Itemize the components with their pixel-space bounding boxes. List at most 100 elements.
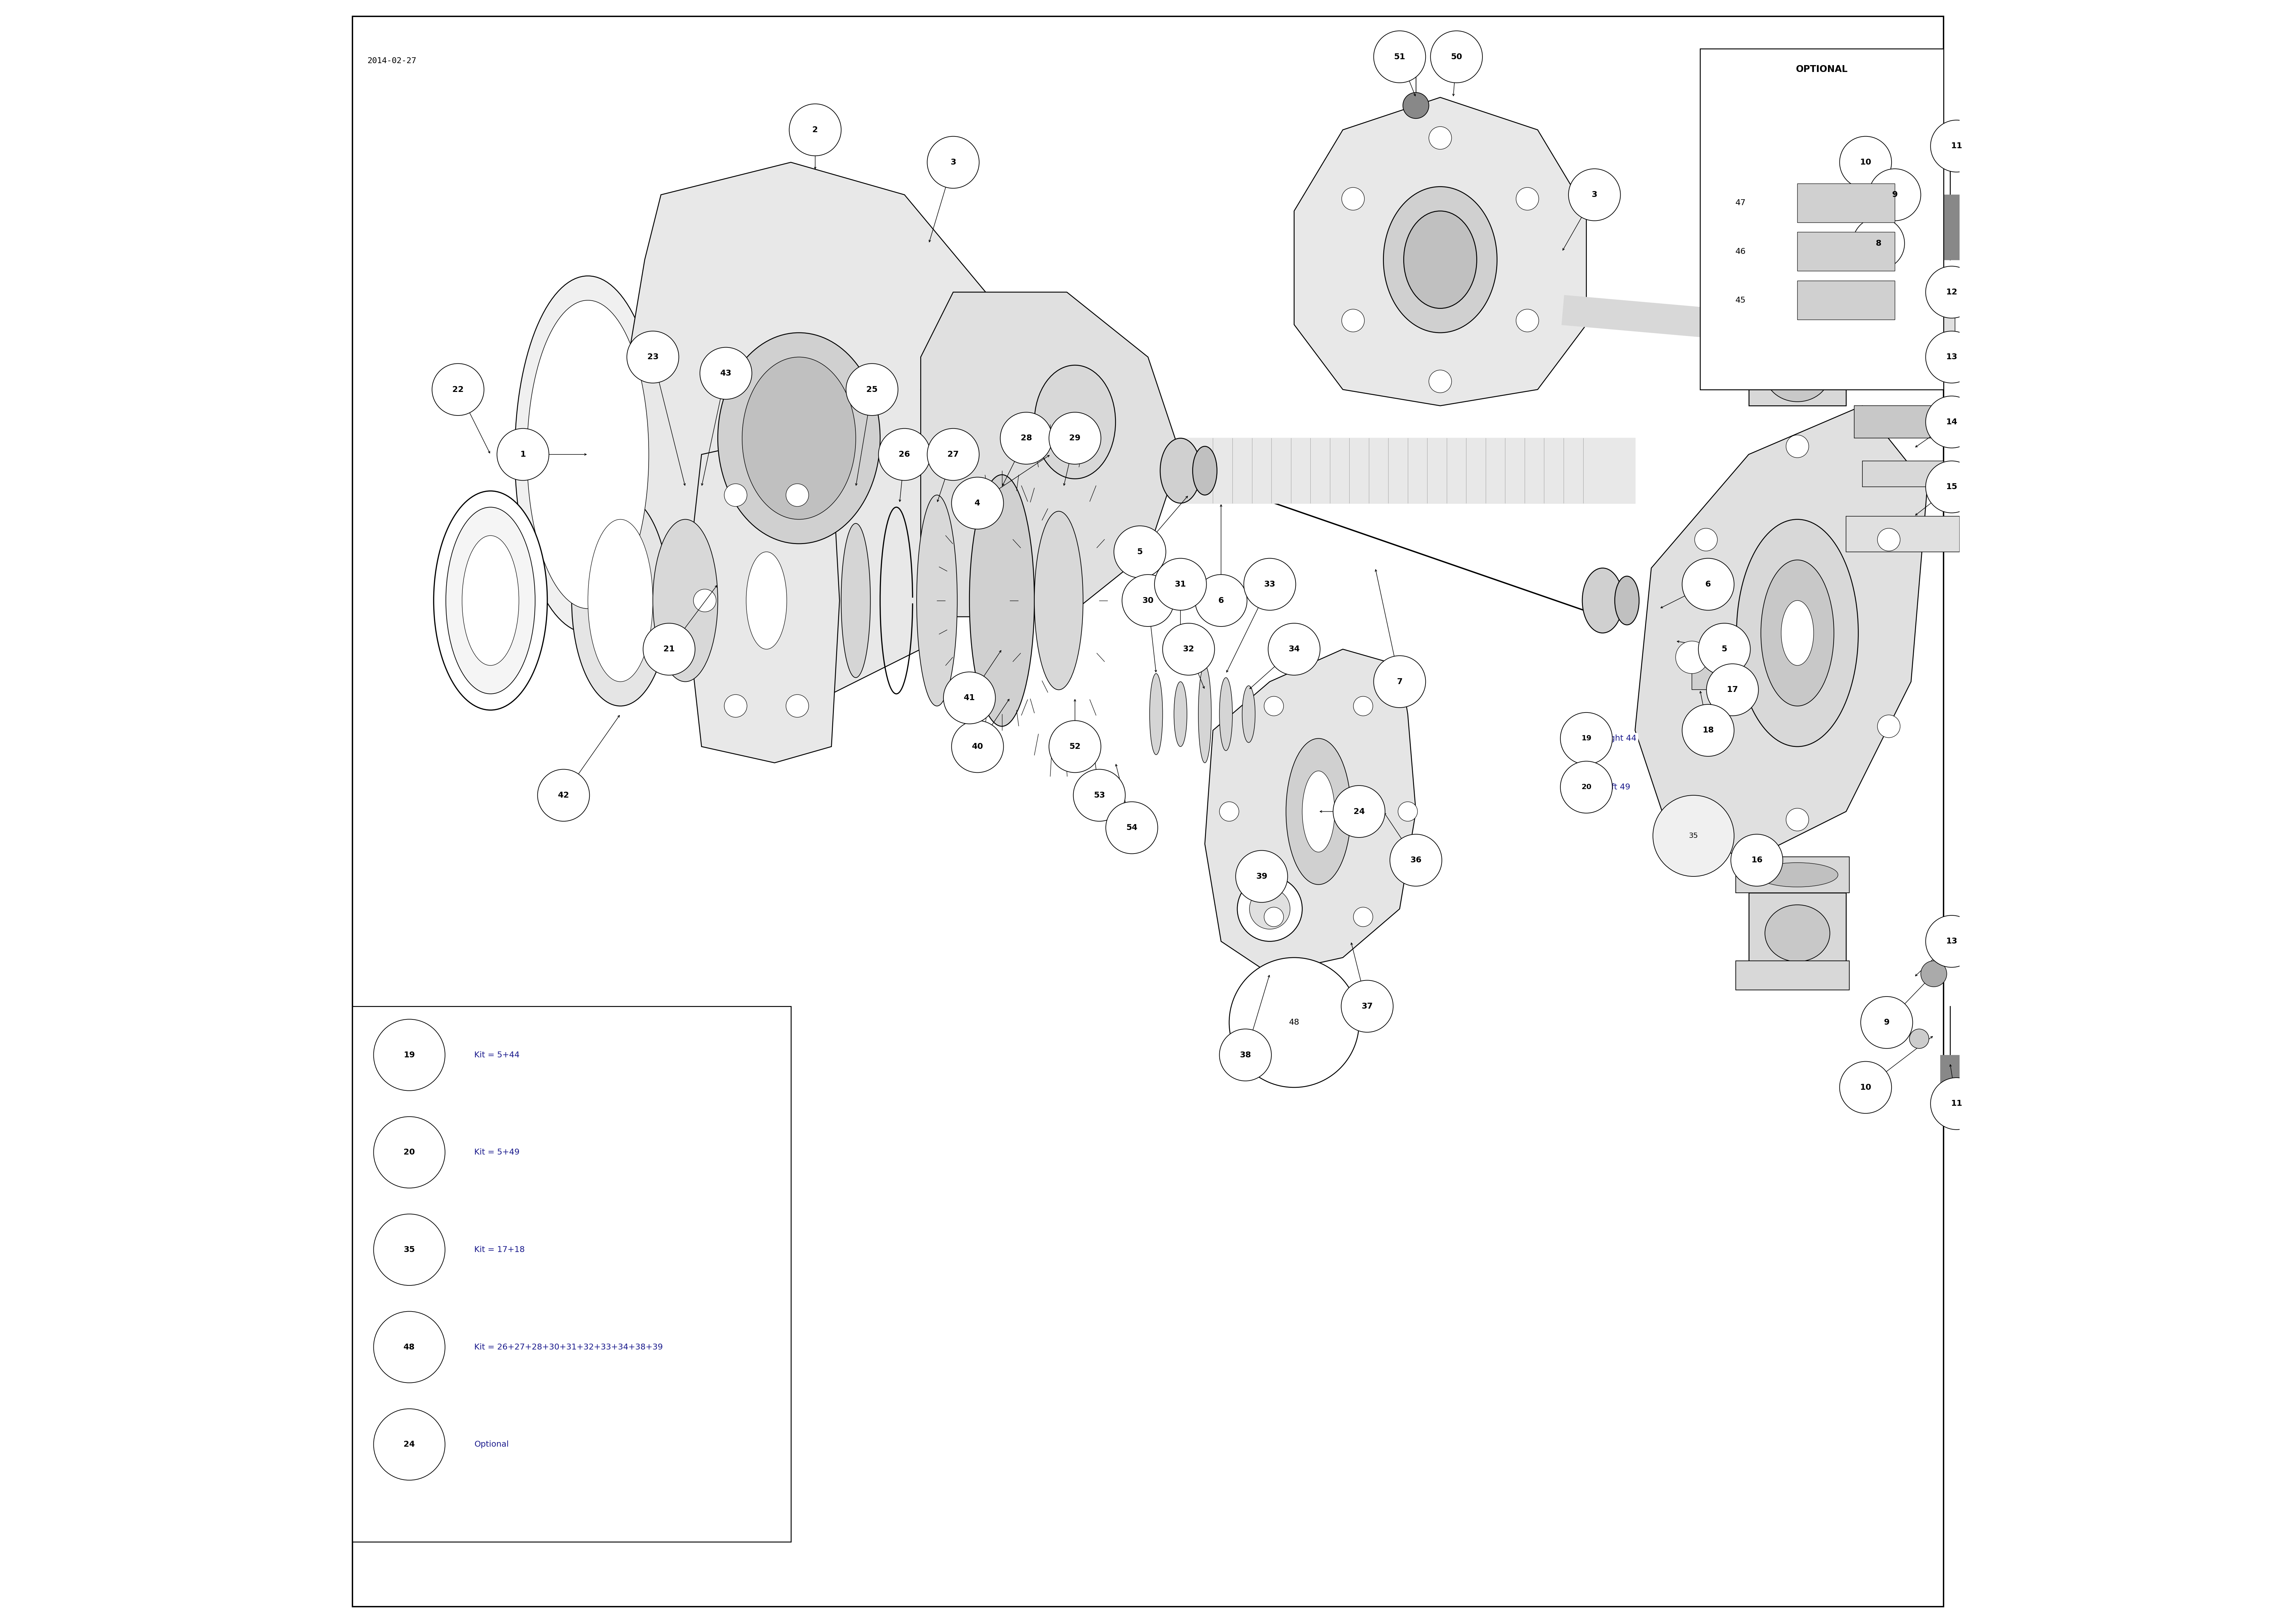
Bar	[1561, 295, 1759, 341]
Ellipse shape	[1238, 876, 1302, 941]
Circle shape	[1244, 558, 1295, 610]
Text: 30: 30	[1143, 597, 1153, 604]
Circle shape	[1561, 712, 1612, 764]
Circle shape	[1910, 1029, 1929, 1048]
Ellipse shape	[746, 552, 788, 649]
Bar	[1940, 1055, 1961, 1120]
Circle shape	[1114, 526, 1166, 578]
Bar	[1851, 302, 1954, 341]
Ellipse shape	[434, 492, 546, 711]
Circle shape	[1860, 997, 1913, 1048]
Circle shape	[1352, 696, 1373, 716]
Text: 43: 43	[721, 370, 732, 377]
Circle shape	[1515, 310, 1538, 333]
Circle shape	[1706, 664, 1759, 716]
Circle shape	[928, 136, 978, 188]
Circle shape	[1219, 1029, 1272, 1081]
Ellipse shape	[588, 519, 652, 682]
Text: 53: 53	[1093, 792, 1104, 799]
Circle shape	[1931, 120, 1981, 172]
Ellipse shape	[572, 495, 668, 706]
Text: 22: 22	[452, 386, 464, 393]
Text: 35: 35	[1690, 833, 1699, 839]
Text: 19: 19	[404, 1052, 416, 1058]
Ellipse shape	[916, 495, 957, 706]
Text: 20: 20	[1582, 784, 1591, 790]
Text: 3: 3	[951, 159, 955, 166]
Circle shape	[1853, 217, 1906, 269]
Polygon shape	[1205, 649, 1417, 974]
Bar	[1750, 325, 1846, 406]
Circle shape	[1683, 558, 1733, 610]
Ellipse shape	[1880, 281, 1936, 307]
Text: 45: 45	[1736, 297, 1745, 304]
Circle shape	[374, 1214, 445, 1285]
Text: 48: 48	[1288, 1019, 1300, 1026]
Circle shape	[374, 1019, 445, 1091]
Circle shape	[1786, 435, 1809, 458]
Circle shape	[627, 331, 680, 383]
Circle shape	[1428, 127, 1451, 149]
Circle shape	[1235, 850, 1288, 902]
Bar	[1855, 406, 1952, 438]
Circle shape	[951, 477, 1003, 529]
Circle shape	[1878, 716, 1901, 738]
Ellipse shape	[1782, 601, 1814, 665]
Circle shape	[1931, 1078, 1981, 1130]
Polygon shape	[684, 438, 840, 763]
Bar	[354, 1006, 790, 1542]
Ellipse shape	[1403, 211, 1476, 308]
Circle shape	[1265, 696, 1283, 716]
Ellipse shape	[840, 524, 870, 678]
Text: 51: 51	[1394, 54, 1405, 60]
Bar	[1862, 360, 1942, 390]
Text: 19: 19	[1582, 735, 1591, 742]
Bar	[1180, 438, 1635, 503]
Circle shape	[785, 695, 808, 717]
Circle shape	[1267, 623, 1320, 675]
Circle shape	[1196, 575, 1247, 626]
Circle shape	[1001, 412, 1052, 464]
Text: 9: 9	[1883, 1019, 1890, 1026]
Ellipse shape	[742, 357, 856, 519]
Polygon shape	[921, 292, 1180, 617]
Text: 13: 13	[1947, 938, 1956, 945]
Ellipse shape	[1159, 438, 1201, 503]
Circle shape	[1515, 188, 1538, 211]
Text: 32: 32	[1182, 646, 1194, 652]
Circle shape	[1219, 802, 1240, 821]
Ellipse shape	[1614, 576, 1639, 625]
Circle shape	[845, 364, 898, 415]
Ellipse shape	[1249, 889, 1290, 928]
Circle shape	[1568, 169, 1621, 221]
Text: 39: 39	[1256, 873, 1267, 880]
Bar	[1798, 281, 1894, 320]
Bar	[1736, 857, 1848, 893]
Polygon shape	[1635, 406, 1926, 860]
Ellipse shape	[1582, 568, 1623, 633]
Text: 37: 37	[1362, 1003, 1373, 1010]
Ellipse shape	[528, 300, 650, 609]
Text: 20: 20	[404, 1149, 416, 1156]
Ellipse shape	[445, 508, 535, 695]
Ellipse shape	[1736, 519, 1857, 747]
Text: 33: 33	[1265, 581, 1277, 588]
Circle shape	[1926, 396, 1977, 448]
Text: 48: 48	[404, 1344, 416, 1350]
Bar	[1798, 232, 1894, 271]
Text: 5: 5	[1722, 646, 1727, 652]
Circle shape	[1683, 704, 1733, 756]
Circle shape	[1926, 461, 1977, 513]
Text: Kit = 26+27+28+30+31+32+33+34+38+39: Kit = 26+27+28+30+31+32+33+34+38+39	[475, 1344, 664, 1350]
Text: 19  Right 44: 19 Right 44	[1587, 735, 1637, 742]
Circle shape	[1428, 370, 1451, 393]
Text: 13: 13	[1947, 354, 1956, 360]
Ellipse shape	[1035, 511, 1084, 690]
Ellipse shape	[1150, 674, 1162, 755]
Text: 42: 42	[558, 792, 569, 799]
Circle shape	[374, 1409, 445, 1480]
Circle shape	[1922, 961, 1947, 987]
Text: 11: 11	[1952, 1100, 1963, 1107]
Text: Kit = 17+18: Kit = 17+18	[475, 1246, 526, 1253]
Text: 6: 6	[1219, 597, 1224, 604]
